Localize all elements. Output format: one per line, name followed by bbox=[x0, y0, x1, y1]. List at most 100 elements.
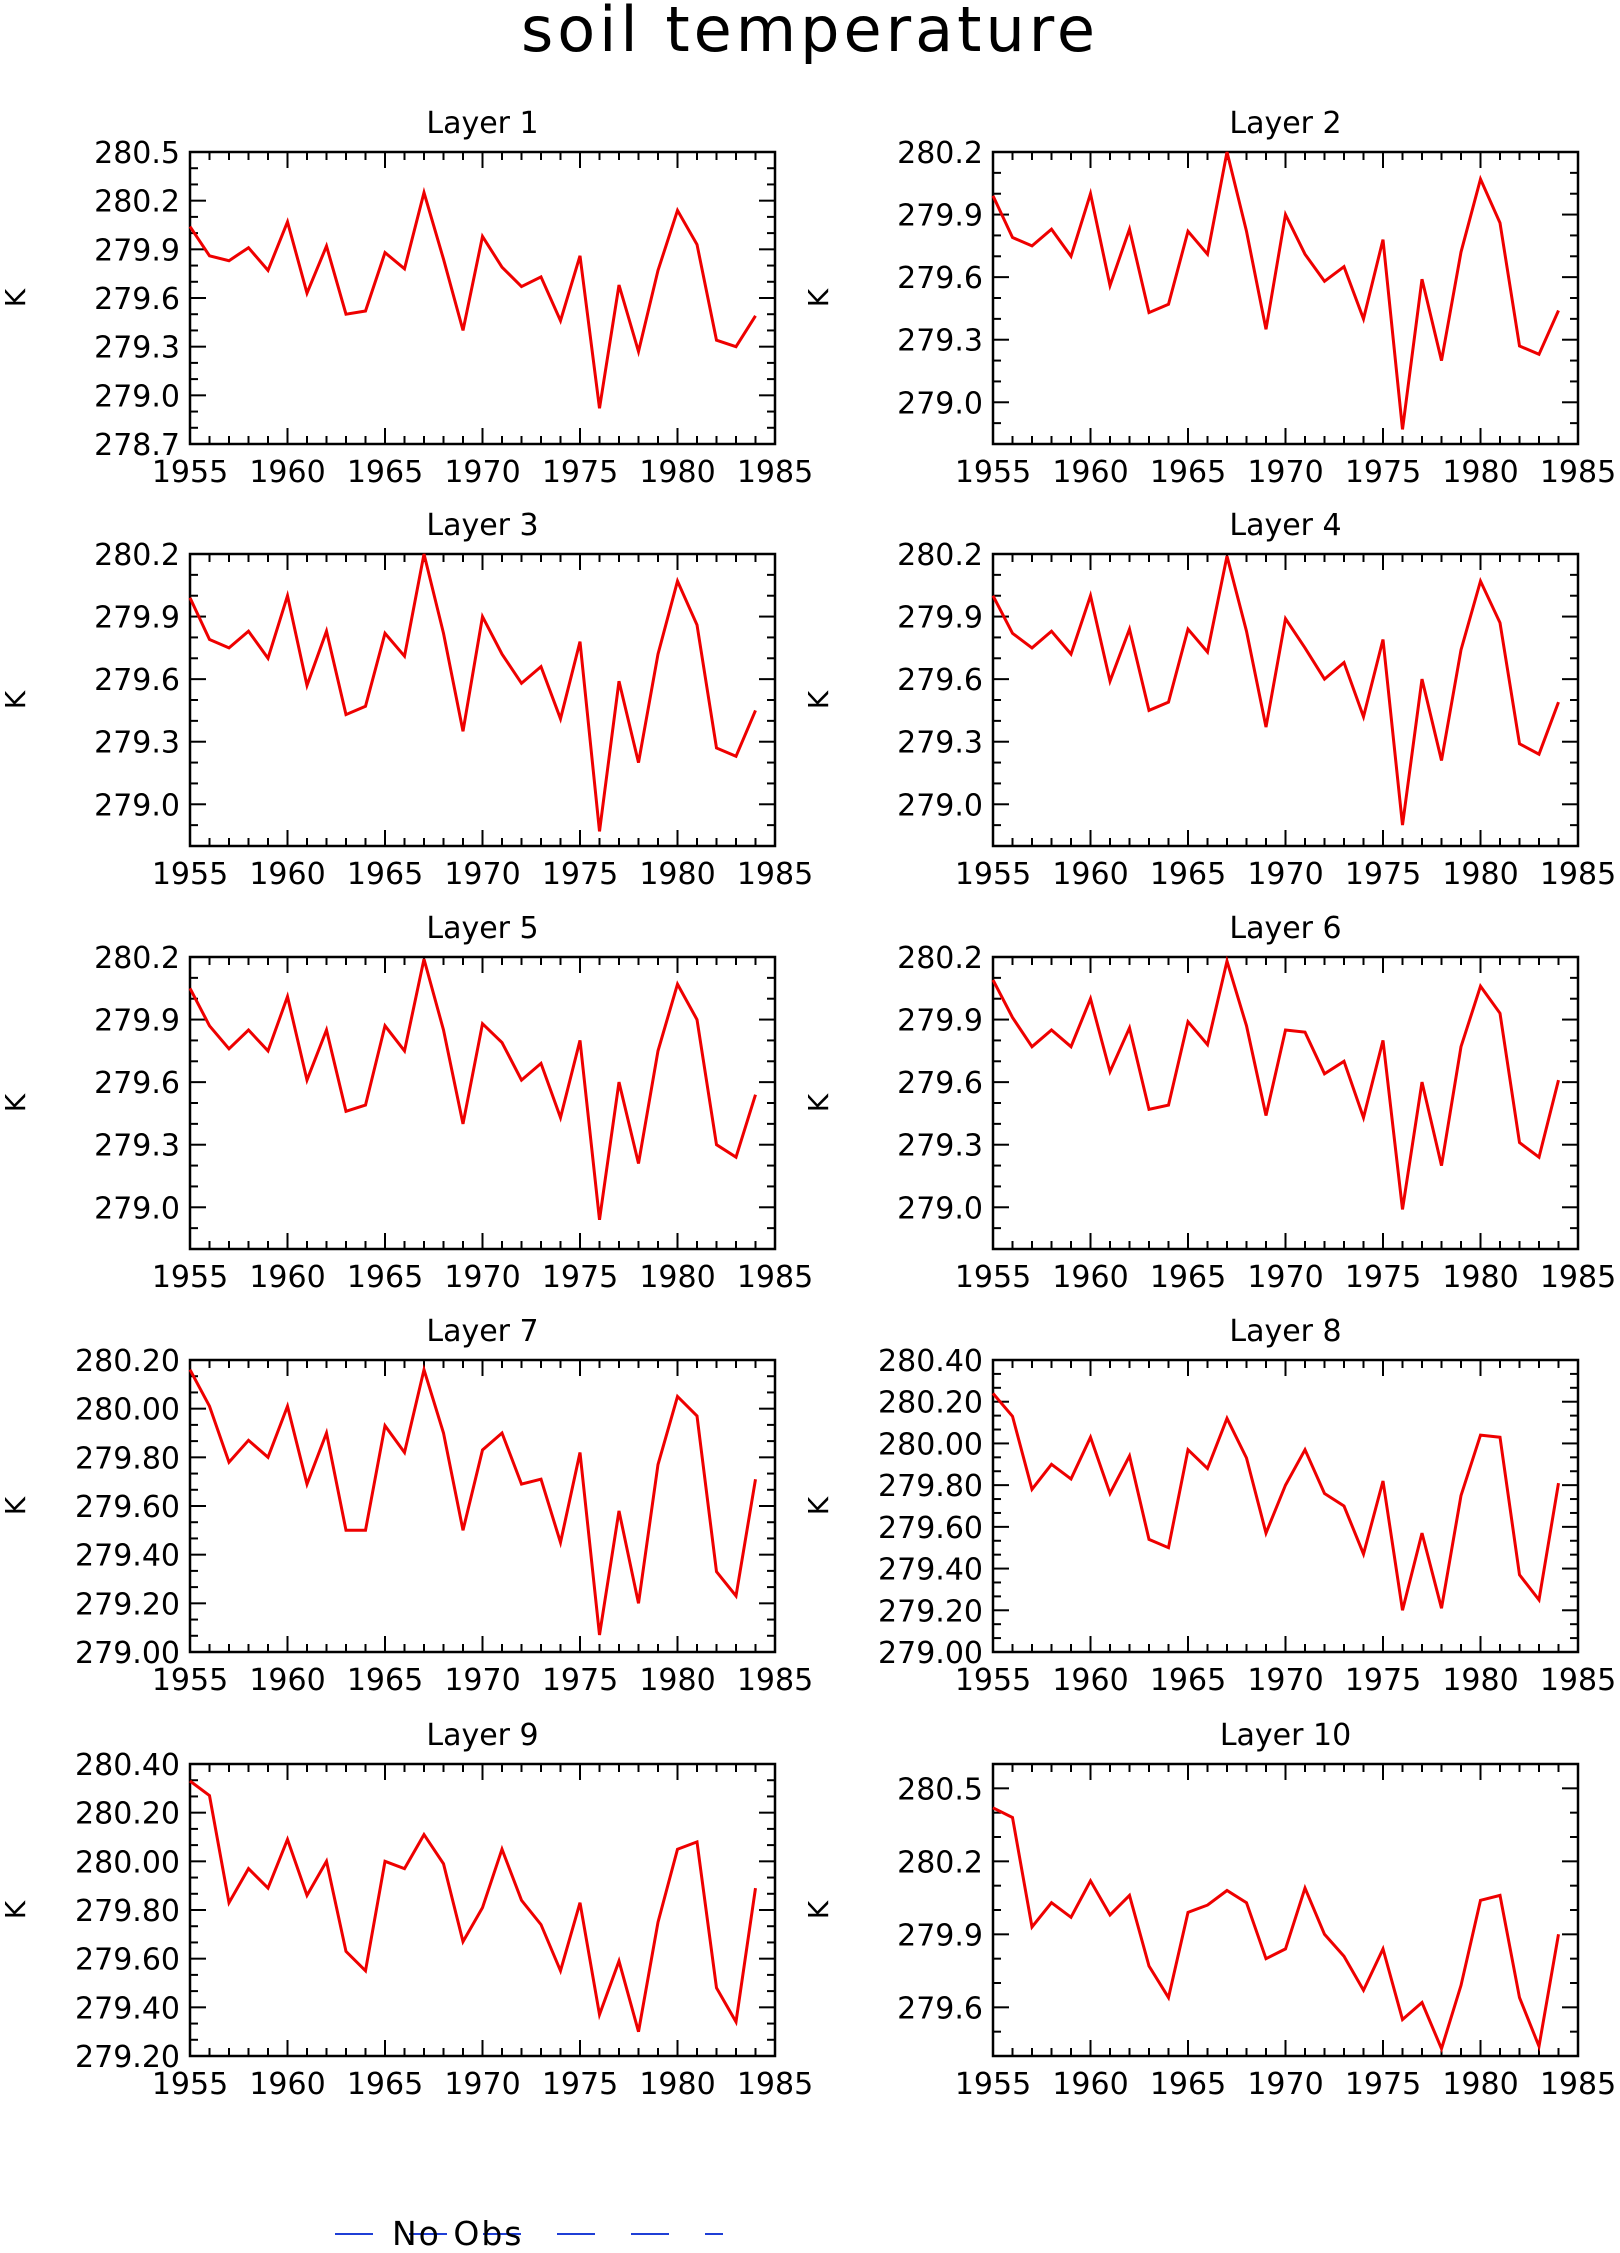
y-tick-label: 280.2 bbox=[94, 941, 180, 976]
y-tick-label: 279.20 bbox=[878, 1594, 983, 1629]
panel-title: Layer 6 bbox=[1229, 911, 1341, 946]
series-line bbox=[991, 151, 1560, 430]
panel-2: 1955 1960 1965 1970 1975 1980 1985 279.0 279.3 27… bbox=[802, 106, 1616, 490]
x-tick-label: 1980 bbox=[639, 857, 715, 892]
x-tick-label: 1975 bbox=[1345, 1663, 1421, 1698]
x-tick-label: 1960 bbox=[1052, 1663, 1128, 1698]
y-axis-label: K bbox=[0, 1900, 32, 1919]
y-tick-label: 280.2 bbox=[94, 538, 180, 573]
x-tick-label: 1975 bbox=[542, 455, 618, 490]
y-tick-label: 280.00 bbox=[75, 1393, 180, 1428]
panel-title: Layer 9 bbox=[426, 1718, 538, 1753]
x-tick-label: 1980 bbox=[1442, 857, 1518, 892]
y-tick-label: 279.80 bbox=[75, 1441, 180, 1476]
y-tick-label: 279.20 bbox=[75, 1587, 180, 1622]
y-tick-label: 279.0 bbox=[897, 386, 983, 421]
y-tick-label: 279.40 bbox=[75, 1991, 180, 2026]
panel-title: Layer 1 bbox=[426, 106, 538, 141]
x-tick-label: 1985 bbox=[1540, 1663, 1616, 1698]
y-tick-label: 279.6 bbox=[897, 1066, 983, 1101]
panel-3: 1955 1960 1965 1970 1975 1980 1985 279.0 279.3 27… bbox=[0, 508, 813, 892]
panel-9: 1955 1960 1965 1970 1975 1980 1985 279.20 279.40… bbox=[0, 1718, 813, 2102]
y-tick-label: 279.9 bbox=[897, 1004, 983, 1039]
x-tick-label: 1980 bbox=[639, 1260, 715, 1295]
x-tick-label: 1955 bbox=[152, 455, 228, 490]
x-tick-label: 1970 bbox=[444, 455, 520, 490]
x-tick-label: 1965 bbox=[347, 1663, 423, 1698]
x-tick-label: 1980 bbox=[1442, 455, 1518, 490]
x-tick-label: 1960 bbox=[1052, 857, 1128, 892]
plot-frame bbox=[188, 150, 777, 446]
y-tick-label: 279.80 bbox=[75, 1894, 180, 1929]
x-tick-label: 1960 bbox=[1052, 455, 1128, 490]
x-tick-label: 1975 bbox=[542, 857, 618, 892]
x-tick-label: 1970 bbox=[444, 1260, 520, 1295]
series-line bbox=[188, 553, 757, 832]
y-axis-label: K bbox=[802, 1900, 835, 1919]
x-tick-label: 1955 bbox=[152, 2067, 228, 2102]
y-axis-label: K bbox=[0, 288, 32, 307]
x-tick-label: 1970 bbox=[444, 2067, 520, 2102]
x-tick-label: 1985 bbox=[1540, 455, 1616, 490]
y-tick-label: 279.0 bbox=[94, 788, 180, 823]
x-tick-label: 1980 bbox=[639, 455, 715, 490]
series-line bbox=[188, 958, 757, 1221]
series-line bbox=[991, 555, 1560, 826]
y-tick-label: 279.9 bbox=[897, 199, 983, 234]
x-tick-label: 1985 bbox=[1540, 857, 1616, 892]
plot-frame bbox=[188, 1358, 777, 1654]
panel-8: 1955 1960 1965 1970 1975 1980 1985 279.00 279.20… bbox=[802, 1314, 1616, 1698]
y-tick-label: 279.0 bbox=[94, 379, 180, 414]
x-tick-label: 1955 bbox=[955, 455, 1031, 490]
x-tick-label: 1960 bbox=[249, 2067, 325, 2102]
x-tick-label: 1970 bbox=[444, 857, 520, 892]
y-tick-label: 279.3 bbox=[94, 331, 180, 366]
panel-7: 1955 1960 1965 1970 1975 1980 1985 279.00 279.20… bbox=[0, 1314, 813, 1698]
y-tick-label: 279.3 bbox=[94, 1129, 180, 1164]
y-tick-label: 280.20 bbox=[75, 1344, 180, 1379]
x-tick-label: 1970 bbox=[1247, 1663, 1323, 1698]
x-tick-label: 1975 bbox=[542, 1663, 618, 1698]
y-axis-label: K bbox=[802, 288, 835, 307]
y-tick-label: 280.2 bbox=[94, 185, 180, 220]
y-tick-label: 279.6 bbox=[897, 261, 983, 296]
x-tick-label: 1970 bbox=[1247, 2067, 1323, 2102]
x-tick-label: 1965 bbox=[1150, 1260, 1226, 1295]
x-tick-label: 1965 bbox=[1150, 455, 1226, 490]
panel-title: Layer 3 bbox=[426, 508, 538, 543]
x-tick-label: 1970 bbox=[1247, 1260, 1323, 1295]
panel-4: 1955 1960 1965 1970 1975 1980 1985 279.0 279.3 27… bbox=[802, 508, 1616, 892]
x-tick-label: 1965 bbox=[1150, 1663, 1226, 1698]
y-tick-label: 279.3 bbox=[897, 726, 983, 761]
y-tick-label: 279.6 bbox=[897, 1991, 983, 2026]
x-tick-label: 1960 bbox=[249, 455, 325, 490]
y-tick-label: 280.5 bbox=[94, 136, 180, 171]
x-tick-label: 1965 bbox=[1150, 857, 1226, 892]
x-tick-label: 1965 bbox=[347, 1260, 423, 1295]
y-tick-label: 279.60 bbox=[75, 1490, 180, 1525]
legend-label: No Obs bbox=[392, 2214, 524, 2253]
y-tick-label: 280.2 bbox=[897, 1845, 983, 1880]
x-tick-label: 1980 bbox=[639, 2067, 715, 2102]
panel-title: Layer 8 bbox=[1229, 1314, 1341, 1349]
x-tick-label: 1980 bbox=[639, 1663, 715, 1698]
y-axis-label: K bbox=[802, 690, 835, 709]
legend-line bbox=[335, 2233, 723, 2235]
y-tick-label: 279.9 bbox=[94, 233, 180, 268]
panel-1: 1955 1960 1965 1970 1975 1980 1985 278.7 279.0 27… bbox=[0, 106, 813, 490]
panel-title: Layer 5 bbox=[426, 911, 538, 946]
y-tick-label: 280.00 bbox=[878, 1427, 983, 1462]
y-tick-label: 280.2 bbox=[897, 136, 983, 171]
x-tick-label: 1975 bbox=[1345, 1260, 1421, 1295]
x-tick-label: 1985 bbox=[1540, 1260, 1616, 1295]
x-tick-label: 1965 bbox=[1150, 2067, 1226, 2102]
y-tick-label: 280.40 bbox=[878, 1344, 983, 1379]
y-tick-label: 279.9 bbox=[94, 1004, 180, 1039]
panel-title: Layer 4 bbox=[1229, 508, 1341, 543]
y-tick-label: 279.0 bbox=[897, 788, 983, 823]
x-tick-label: 1970 bbox=[1247, 857, 1323, 892]
chart-title: soil temperature bbox=[520, 0, 1100, 66]
y-tick-label: 280.40 bbox=[75, 1748, 180, 1783]
plot-frame bbox=[991, 1762, 1580, 2058]
